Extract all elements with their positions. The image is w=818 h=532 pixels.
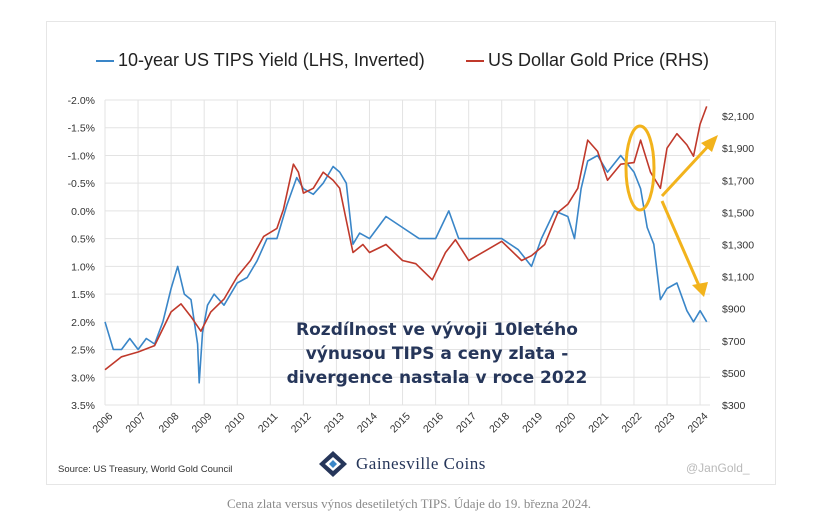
right-tick-label: $700 [722, 336, 746, 348]
left-tick-label: 0.5% [71, 234, 95, 246]
legend-item-tips: 10-year US TIPS Yield (LHS, Inverted) [96, 50, 425, 71]
x-tick-label: 2010 [223, 410, 248, 435]
figure-caption: Cena zlata versus výnos desetiletých TIP… [226, 496, 592, 511]
x-tick-label: 2019 [520, 410, 545, 435]
x-tick-label: 2021 [586, 410, 611, 435]
x-tick-label: 2014 [355, 410, 380, 435]
x-tick-label: 2020 [553, 410, 578, 435]
arrow-down-line [660, 200, 702, 289]
x-tick-label: 2024 [685, 410, 710, 435]
left-tick-label: -2.0% [68, 95, 95, 107]
highlight-ellipse [624, 124, 656, 212]
x-tick-label: 2006 [90, 410, 115, 435]
left-tick-label: 0.0% [71, 206, 95, 218]
x-tick-label: 2015 [388, 410, 413, 435]
left-axis-ticks: -2.0% -1.5% -1.0% -0.5% 0.0% 0.5% 1.0% 1.5% 2.0%… [68, 95, 95, 412]
right-tick-label: $1,300 [722, 239, 754, 251]
watermark: @JanGold_ [686, 461, 750, 475]
legend-label-tips: 10-year US TIPS Yield (LHS, Inverted) [118, 50, 425, 70]
x-tick-label: 2016 [421, 410, 446, 435]
left-tick-label: -1.5% [68, 123, 95, 135]
left-tick-label: -0.5% [68, 178, 95, 190]
x-axis-ticks: 2006 2007 2008 2009 2010 2011 2012 2013 2014 2015… [90, 410, 710, 435]
right-tick-label: $1,700 [722, 175, 754, 187]
left-tick-label: 3.5% [71, 400, 95, 412]
series-lines [104, 106, 708, 384]
right-tick-label: $1,500 [722, 207, 754, 219]
source-note: Source: US Treasury, World Gold Council [58, 464, 233, 475]
legend-swatch-gold [466, 59, 484, 62]
x-tick-label: 2023 [652, 410, 677, 435]
brand-name: Gainesville Coins [356, 454, 486, 473]
annotation-line: Rozdílnost ve vývoji 10letého [296, 320, 578, 340]
brand-mark-icon [319, 451, 347, 477]
right-tick-label: $300 [722, 400, 746, 412]
x-tick-label: 2009 [190, 410, 215, 435]
right-axis-ticks: $2,100 $1,900 $1,700 $1,500 $1,300 $1,100 $900… [722, 111, 754, 412]
legend-swatch-tips [96, 59, 114, 62]
x-tick-label: 2007 [123, 410, 148, 435]
legend-label-gold: US Dollar Gold Price (RHS) [488, 50, 710, 70]
legend-item-gold: US Dollar Gold Price (RHS) [466, 50, 709, 71]
left-tick-label: 1.0% [71, 261, 95, 273]
left-tick-label: 2.0% [71, 317, 95, 329]
x-tick-label: 2022 [619, 410, 644, 435]
right-tick-label: $900 [722, 304, 746, 316]
right-tick-label: $1,900 [722, 143, 754, 155]
brand-logo: Gainesville Coins [318, 450, 486, 478]
x-tick-label: 2008 [156, 410, 181, 435]
x-tick-label: 2011 [256, 411, 281, 436]
left-tick-label: -1.0% [68, 150, 95, 162]
x-tick-label: 2017 [454, 410, 479, 435]
annotation-line: divergence nastala v roce 2022 [287, 368, 588, 388]
right-tick-label: $1,100 [722, 272, 754, 284]
left-tick-label: 2.5% [71, 345, 95, 357]
right-tick-label: $2,100 [722, 111, 754, 123]
annotation-line: výnusou TIPS a ceny zlata - [306, 344, 569, 364]
left-tick-label: 3.0% [71, 372, 95, 384]
right-tick-label: $500 [722, 368, 746, 380]
x-tick-label: 2018 [487, 410, 512, 435]
arrow-down-head [692, 282, 708, 297]
annotation-marks [624, 124, 718, 297]
x-tick-label: 2012 [289, 410, 314, 435]
arrow-up-head [701, 135, 718, 152]
left-tick-label: 1.5% [71, 289, 95, 301]
arrow-up-line [660, 140, 714, 198]
x-tick-label: 2013 [322, 410, 347, 435]
series-line-gold-price [104, 106, 708, 371]
legend: 10-year US TIPS Yield (LHS, Inverted) US… [96, 50, 736, 74]
annotation-text: Rozdílnost ve vývoji 10letého výnusou TIP… [287, 320, 588, 388]
